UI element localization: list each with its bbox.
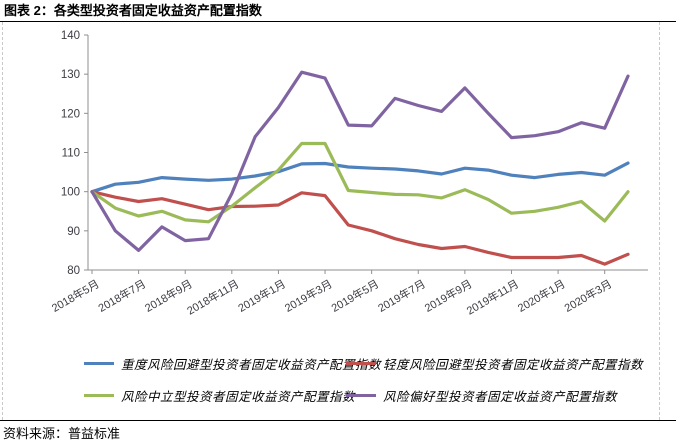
series-line-1	[90, 190, 630, 266]
y-tick-label: 80	[67, 265, 80, 277]
legend-label: 风险中立型投资者固定收益资产配置指数	[121, 389, 356, 404]
x-tick-label: 2019年5月	[329, 276, 382, 314]
line-chart: 80901001101201301402018年5月2018年7月2018年9月…	[49, 30, 648, 318]
legend-swatch-icon	[346, 394, 376, 397]
source-note: 资料来源：普益标准	[0, 420, 676, 441]
legend-item-3: 风险偏好型投资者固定收益资产配置指数	[346, 386, 670, 405]
series-line-2	[90, 141, 630, 224]
figure-title: 图表 2：各类型投资者固定收益资产配置指数	[0, 0, 676, 22]
series-line-0	[90, 161, 630, 194]
x-tick-label: 2019年3月	[282, 276, 335, 314]
x-tick-label: 2018年5月	[49, 276, 102, 314]
y-tick-label: 140	[61, 30, 80, 42]
x-tick-label: 2020年1月	[515, 276, 568, 314]
y-tick-label: 120	[61, 108, 80, 120]
legend-label: 轻度风险回避型投资者固定收益资产配置指数	[383, 357, 644, 372]
legend-item-2: 风险中立型投资者固定收益资产配置指数	[84, 386, 355, 405]
x-tick-label: 2019年7月	[375, 276, 428, 314]
legend-item-1: 轻度风险回避型投资者固定收益资产配置指数	[346, 354, 670, 373]
legend-label: 风险偏好型投资者固定收益资产配置指数	[383, 389, 618, 404]
y-tick-label: 100	[61, 187, 80, 199]
legend-swatch-icon	[84, 394, 114, 397]
x-tick-label: 2020年3月	[562, 276, 615, 314]
x-tick-label: 2018年11月	[184, 276, 241, 317]
chart-legend: 重度风险回避型投资者固定收益资产配置指数 轻度风险回避型投资者固定收益资产配置指数…	[84, 354, 670, 405]
right-dashed-border	[659, 22, 660, 420]
legend-swatch-icon	[84, 362, 114, 365]
y-tick-label: 110	[62, 148, 80, 160]
legend-item-0: 重度风险回避型投资者固定收益资产配置指数	[84, 354, 381, 373]
x-tick-label: 2018年7月	[96, 276, 149, 314]
y-tick-label: 130	[61, 69, 80, 81]
legend-swatch-icon	[346, 362, 376, 365]
y-tick-label: 90	[67, 226, 80, 238]
series-line-3	[90, 70, 630, 252]
x-tick-label: 2019年1月	[235, 276, 288, 314]
left-dashed-border	[2, 22, 3, 420]
x-tick-label: 2019年11月	[464, 276, 521, 317]
legend-label: 重度风险回避型投资者固定收益资产配置指数	[121, 357, 382, 372]
